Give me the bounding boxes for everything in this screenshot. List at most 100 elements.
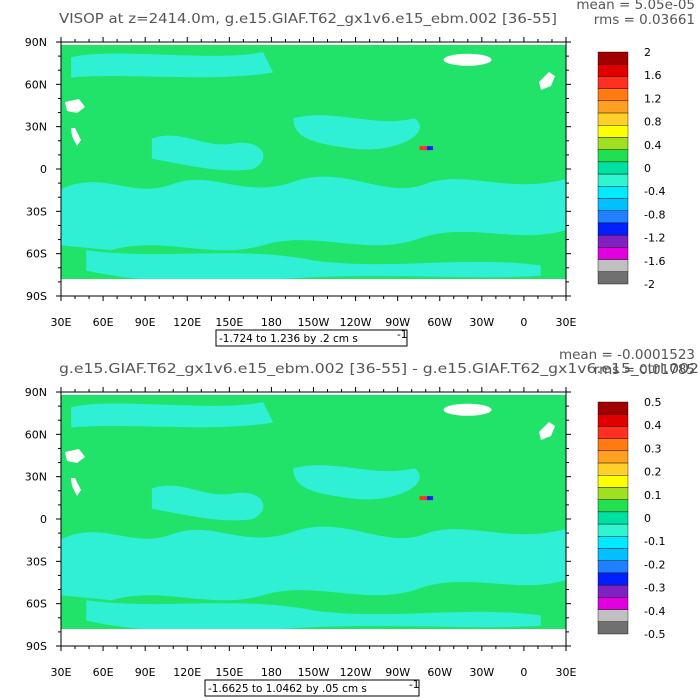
x-tick-label: 0 <box>520 316 527 329</box>
x-tick-label: 180 <box>261 316 282 329</box>
panel-title: VISOP at z=2414.0m, g.e15.GIAF.T62_gx1v6… <box>59 11 557 27</box>
colorbar-label: -0.8 <box>644 208 665 221</box>
y-tick-label: 90N <box>25 386 47 399</box>
colorbar-label: 1.6 <box>644 69 662 82</box>
y-tick-label: 0 <box>40 513 47 526</box>
rms-label: rms = 0.03661 <box>594 12 695 28</box>
colorbar-swatch <box>597 401 629 415</box>
ocean-region <box>71 52 274 78</box>
x-tick-label: 90W <box>385 666 410 679</box>
colorbar-swatch <box>597 523 629 537</box>
colorbar-swatch <box>597 414 629 427</box>
x-tick-label: 30E <box>51 666 72 679</box>
colorbar-label: 1.2 <box>644 92 662 105</box>
top-edge <box>61 392 566 395</box>
map-field <box>61 42 566 296</box>
ocean-region <box>61 176 566 251</box>
anomaly-spot <box>419 496 430 501</box>
colorbar-label: -2 <box>644 278 655 291</box>
range-label: -1.6625 to 1.0462 by .05 cm s <box>208 683 367 695</box>
colorbar-swatch <box>597 76 629 89</box>
anomaly-spot <box>419 146 430 151</box>
no-data-band <box>61 629 566 646</box>
x-tick-label: 120E <box>173 666 201 679</box>
x-tick-label: 60W <box>427 316 452 329</box>
no-data-island <box>65 449 85 463</box>
no-data-island <box>71 128 81 146</box>
x-tick-label: 120W <box>340 666 372 679</box>
colorbar-swatch <box>597 173 629 187</box>
ocean-region <box>151 485 264 521</box>
x-tick-label: 150E <box>215 666 243 679</box>
ocean-region <box>293 465 420 500</box>
x-tick-label: 60W <box>427 666 452 679</box>
range-unit-superscript: -1 <box>397 329 407 341</box>
colorbar-label: 0 <box>644 162 651 175</box>
colorbar-swatch <box>597 149 629 163</box>
x-tick-label: 180 <box>261 666 282 679</box>
range-unit-superscript: -1 <box>409 679 419 691</box>
colorbar-swatch <box>597 51 629 65</box>
greenland-no-data <box>443 403 492 416</box>
ocean-pattern <box>61 52 566 283</box>
x-tick-label: 90E <box>135 316 156 329</box>
map-field <box>61 392 566 646</box>
x-tick-label: 30E <box>556 316 577 329</box>
colorbar-swatch <box>597 112 629 126</box>
colorbar-swatch <box>597 88 629 102</box>
ocean-region <box>293 115 420 150</box>
x-tick-label: 120E <box>173 316 201 329</box>
colorbar-swatch <box>597 247 629 260</box>
mean-label: mean = -0.0001523 <box>559 347 695 363</box>
mean-label: mean = 5.05e-05 <box>576 0 695 13</box>
y-tick-label: 30N <box>25 471 47 484</box>
colorbar-swatch <box>597 186 629 199</box>
no-data-island <box>65 99 85 113</box>
map-panel-1: 30E 60E 90E 120E 150E 180 150W 120W 90W 60W 30W 0 30… <box>25 0 695 347</box>
x-tick-label: 30W <box>469 666 494 679</box>
y-tick-label: 30S <box>26 555 47 568</box>
colorbar-label: 0.5 <box>644 396 662 409</box>
colorbar-swatch <box>597 426 629 439</box>
range-label: -1.724 to 1.236 by .2 cm s <box>219 333 358 345</box>
colorbar-swatch <box>597 548 629 561</box>
y-tick-label: 0 <box>40 163 47 176</box>
range-box <box>204 679 420 697</box>
ocean-region <box>86 600 541 633</box>
colorbar-swatch <box>597 259 629 272</box>
colorbar-label: 0.4 <box>644 139 662 152</box>
anomaly-spot <box>427 146 434 151</box>
x-tick-label: 150W <box>298 666 330 679</box>
colorbar-swatch <box>597 161 629 175</box>
y-tick-label: 90S <box>26 290 47 303</box>
colorbar-swatch <box>597 125 629 138</box>
colorbar-label: 0 <box>644 512 651 525</box>
colorbar-label: 0.2 <box>644 466 662 479</box>
x-tick-label: 120W <box>340 316 372 329</box>
colorbar-swatch <box>597 499 629 513</box>
y-tick-label: 30N <box>25 121 47 134</box>
colorbar-swatch <box>597 536 629 549</box>
y-tick-label: 90N <box>25 36 47 49</box>
colorbar-swatch <box>597 271 629 285</box>
ocean-region <box>71 402 274 428</box>
colorbar-label: -0.4 <box>644 185 665 198</box>
ocean-pattern <box>61 402 566 633</box>
no-data-island <box>539 422 555 440</box>
colorbar-swatch <box>597 222 629 236</box>
y-tick-label: 60S <box>26 598 47 611</box>
colorbar-label: -0.2 <box>644 558 665 571</box>
colorbar-label: -0.1 <box>644 535 665 548</box>
colorbar-swatch <box>597 511 629 525</box>
colorbar-label: -0.3 <box>644 582 665 595</box>
y-tick-label: 60N <box>25 78 47 91</box>
colorbar-label: 2 <box>644 46 651 59</box>
colorbar-label: -0.5 <box>644 628 665 641</box>
colorbar-swatch <box>597 100 629 114</box>
colorbar-label: 0.4 <box>644 419 662 432</box>
x-tick-label: 90E <box>135 666 156 679</box>
x-tick-label: 60E <box>93 666 114 679</box>
ocean-region <box>151 135 264 171</box>
x-tick-label: 0 <box>520 666 527 679</box>
